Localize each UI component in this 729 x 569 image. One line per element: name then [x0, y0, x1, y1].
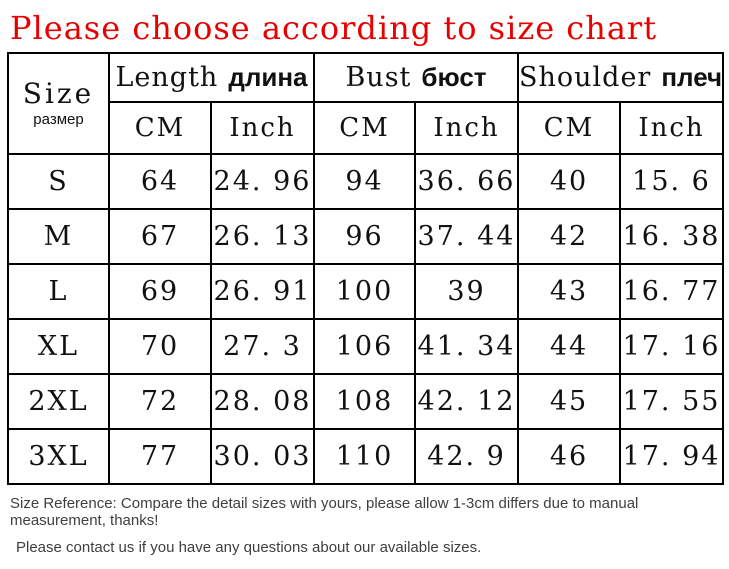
- bust-inch-cell: 36. 66: [414, 153, 519, 210]
- length-cm-cell: 67: [108, 208, 212, 265]
- bust-cm-cell: 94: [313, 153, 416, 210]
- bust-header-ru: бюст: [421, 62, 487, 92]
- length-inch-cell: 30. 03: [210, 428, 315, 485]
- bust-cm-cell: 108: [313, 373, 416, 430]
- bust-header-en: Bust: [345, 62, 412, 93]
- shoulder-cm-cell: 45: [517, 373, 621, 430]
- length-header-en: Length: [115, 62, 219, 93]
- length-header-ru: длина: [228, 62, 308, 92]
- shoulder-cm-cell: 40: [517, 153, 621, 210]
- table-row-m: M 67 26. 13 96 37. 44 42 16. 38: [7, 208, 725, 265]
- footer-notes: Size Reference: Compare the detail sizes…: [0, 495, 729, 556]
- shoulder-cm-cell: 42: [517, 208, 621, 265]
- size-cell: 3XL: [7, 428, 110, 485]
- bust-cm-cell: 110: [313, 428, 416, 485]
- shoulder-cm-header: CM: [517, 101, 621, 155]
- bust-cm-header: CM: [313, 101, 416, 155]
- length-inch-header: Inch: [210, 101, 315, 155]
- shoulder-inch-header: Inch: [618, 101, 725, 155]
- bust-inch-cell: 42. 9: [414, 428, 519, 485]
- shoulder-header-en: Shoulder: [519, 62, 652, 93]
- shoulder-inch-cell: 16. 77: [618, 263, 725, 320]
- shoulder-cm-cell: 44: [517, 318, 621, 375]
- bust-inch-header: Inch: [414, 101, 519, 155]
- shoulder-cm-cell: 46: [517, 428, 621, 485]
- bust-cm-cell: 96: [313, 208, 416, 265]
- size-chart-table: Size размер Length длина Bust бюст Shoulde…: [7, 52, 725, 485]
- table-row-s: S 64 24. 96 94 36. 66 40 15. 6: [7, 153, 725, 210]
- table-row-xl: XL 70 27. 3 106 41. 34 44 17. 16: [7, 318, 725, 375]
- size-cell: 2XL: [7, 373, 110, 430]
- length-inch-cell: 26. 91: [210, 263, 315, 320]
- bust-group-header: Bust бюст: [313, 52, 519, 103]
- shoulder-inch-cell: 17. 55: [618, 373, 725, 430]
- size-cell: XL: [7, 318, 110, 375]
- length-group-header: Length длина: [108, 52, 315, 103]
- size-cell: M: [7, 208, 110, 265]
- length-inch-cell: 24. 96: [210, 153, 315, 210]
- bust-cm-cell: 100: [313, 263, 416, 320]
- shoulder-inch-cell: 17. 94: [618, 428, 725, 485]
- size-cell: L: [7, 263, 110, 320]
- length-cm-cell: 64: [108, 153, 212, 210]
- table-row-l: L 69 26. 91 100 39 43 16. 77: [7, 263, 725, 320]
- bust-inch-cell: 37. 44: [414, 208, 519, 265]
- length-cm-cell: 77: [108, 428, 212, 485]
- size-column-header: Size размер: [7, 52, 110, 155]
- length-inch-cell: 26. 13: [210, 208, 315, 265]
- shoulder-group-header: Shoulder плечо: [516, 52, 725, 103]
- header-unit-row: CM Inch CM Inch CM Inch: [8, 101, 725, 155]
- shoulder-header-ru: плечо: [661, 62, 723, 92]
- bust-inch-cell: 39: [414, 263, 519, 320]
- bust-cm-cell: 106: [313, 318, 416, 375]
- length-inch-cell: 28. 08: [210, 373, 315, 430]
- length-cm-cell: 69: [108, 263, 212, 320]
- page-title: Please choose according to size chart: [10, 9, 658, 47]
- shoulder-inch-cell: 16. 38: [618, 208, 725, 265]
- table-row-3xl: 3XL 77 30. 03 110 42. 9 46 17. 94: [7, 428, 725, 485]
- length-inch-cell: 27. 3: [210, 318, 315, 375]
- length-cm-cell: 72: [108, 373, 212, 430]
- table-row-2xl: 2XL 72 28. 08 108 42. 12 45 17. 55: [7, 373, 725, 430]
- length-cm-cell: 70: [108, 318, 212, 375]
- shoulder-inch-cell: 15. 6: [618, 153, 725, 210]
- contact-note: Please contact us if you have any questi…: [16, 539, 482, 556]
- size-reference-note: Size Reference: Compare the detail sizes…: [10, 495, 639, 529]
- size-header-ru: размер: [33, 110, 84, 128]
- shoulder-cm-cell: 43: [517, 263, 621, 320]
- length-cm-header: CM: [108, 101, 212, 155]
- header-group-row: Size размер Length длина Bust бюст Shoulde…: [7, 52, 725, 155]
- bust-inch-cell: 41. 34: [414, 318, 519, 375]
- bust-inch-cell: 42. 12: [414, 373, 519, 430]
- shoulder-inch-cell: 17. 16: [618, 318, 725, 375]
- size-cell: S: [7, 153, 110, 210]
- size-header-en: Size: [22, 77, 95, 111]
